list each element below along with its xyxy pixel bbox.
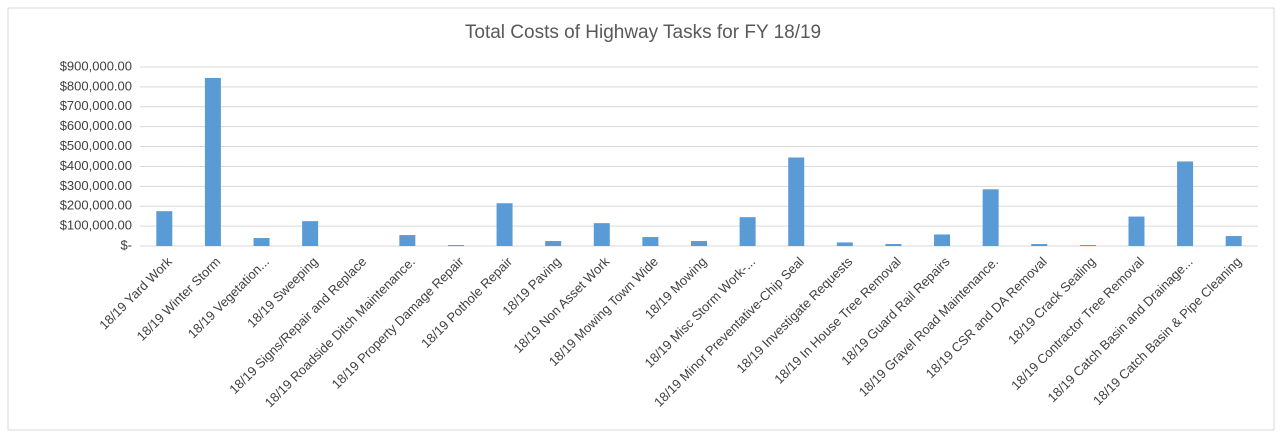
y-tick-label: $300,000.00 [60,178,132,193]
bar [204,77,221,246]
bar [836,242,853,246]
bar [447,245,464,246]
bar [934,234,951,246]
bar [982,189,999,246]
y-tick-label: $100,000.00 [60,218,132,233]
bar [1177,161,1194,246]
y-tick-label: $400,000.00 [60,158,132,173]
bar [253,238,270,246]
bar [1079,245,1096,246]
bar [593,223,610,246]
y-tick-label: $- [120,237,132,252]
chart-title: Total Costs of Highway Tasks for FY 18/1… [465,22,821,43]
bar [302,221,319,246]
bar [496,203,513,246]
bar [399,235,416,246]
y-tick-label: $800,000.00 [60,78,132,93]
bar [156,211,173,246]
bar [642,237,659,246]
bar [1128,216,1145,246]
bar [1031,244,1048,246]
bar [691,241,707,246]
y-tick-label: $900,000.00 [60,58,132,73]
bar [739,217,756,246]
bar [1225,236,1242,246]
y-tick-label: $600,000.00 [60,118,132,133]
y-tick-label: $700,000.00 [60,98,132,113]
bar [545,241,562,246]
y-tick-label: $500,000.00 [60,138,132,153]
y-tick-label: $200,000.00 [60,198,132,213]
bar [788,157,805,246]
bar [885,244,902,246]
